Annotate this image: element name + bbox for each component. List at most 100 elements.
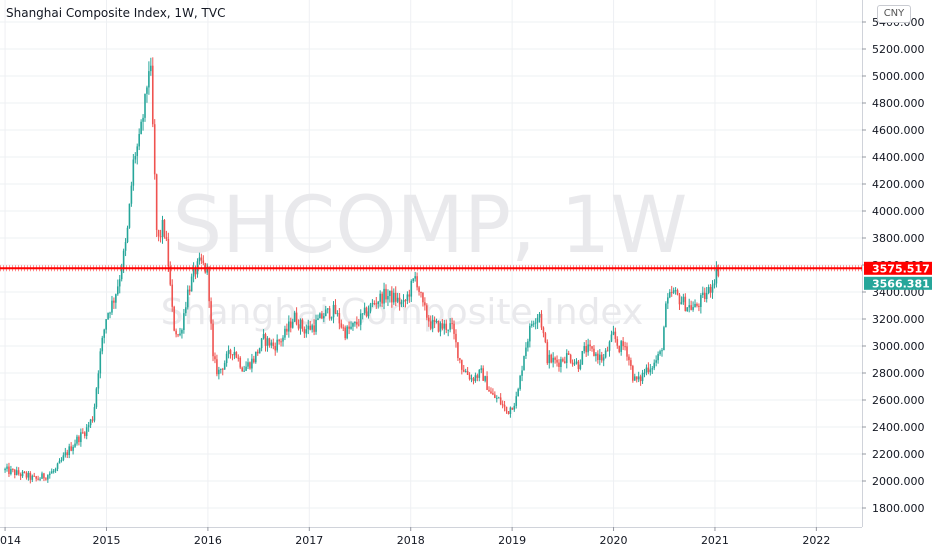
candle-body	[394, 292, 397, 302]
candle-body	[373, 303, 376, 305]
candle-body	[544, 333, 547, 343]
candle	[521, 365, 523, 382]
candle	[190, 273, 193, 292]
candle-body	[165, 236, 168, 240]
candle-body	[404, 300, 407, 302]
candle-body	[58, 460, 61, 464]
candle	[408, 289, 411, 303]
candle	[83, 431, 86, 439]
candle-body	[111, 300, 113, 313]
candle	[218, 366, 220, 380]
candle	[200, 253, 203, 265]
candle-body	[711, 285, 714, 293]
candle-body	[556, 359, 558, 363]
candle	[334, 299, 337, 315]
candle	[107, 312, 109, 321]
candle-body	[10, 469, 12, 474]
candle-body	[567, 353, 570, 355]
candle-body	[674, 290, 677, 292]
candle	[33, 472, 36, 477]
candle	[404, 299, 407, 308]
candle-body	[622, 341, 624, 347]
candle	[301, 318, 304, 332]
candle-body	[29, 472, 32, 480]
candle-body	[501, 404, 504, 406]
candle-body	[95, 388, 98, 408]
candle	[647, 362, 650, 375]
candle-body	[412, 278, 415, 282]
grid	[0, 0, 862, 527]
candle-body	[126, 227, 129, 243]
candle-body	[392, 292, 395, 303]
candle	[48, 471, 51, 479]
candle-body	[391, 290, 393, 303]
candle	[558, 359, 560, 372]
candle-body	[357, 324, 360, 326]
candle	[89, 418, 92, 428]
candle	[422, 292, 424, 307]
candle-body	[274, 345, 277, 351]
candle	[136, 143, 139, 165]
candle	[309, 320, 312, 331]
candle	[293, 310, 296, 323]
candle-body	[223, 363, 226, 370]
candle	[177, 333, 179, 338]
candle-body	[375, 303, 378, 305]
candle-body	[587, 344, 589, 353]
candle	[245, 361, 247, 372]
candle-body	[461, 360, 463, 370]
candle-body	[43, 473, 45, 479]
candle	[575, 358, 578, 365]
candle-body	[402, 300, 405, 303]
candle	[346, 325, 348, 340]
candle-body	[93, 407, 96, 421]
candle	[78, 435, 80, 446]
candle	[357, 318, 360, 327]
price-tick-label: 1800.000	[872, 502, 925, 515]
candle-body	[181, 329, 183, 334]
candle	[402, 294, 405, 307]
candle-body	[253, 358, 255, 363]
candle	[643, 368, 646, 378]
candle	[15, 466, 18, 476]
candle	[424, 297, 426, 311]
candle-body	[47, 475, 49, 480]
candle	[66, 449, 69, 458]
candle	[488, 386, 490, 392]
candle-body	[87, 425, 90, 428]
candle-body	[381, 293, 383, 304]
candle	[52, 468, 55, 474]
currency-badge[interactable]: CNY	[877, 5, 911, 23]
candle	[509, 406, 512, 418]
candle	[616, 336, 619, 349]
candle-body	[157, 229, 160, 237]
candle-body	[396, 297, 399, 302]
candle	[151, 57, 154, 128]
candle	[668, 289, 671, 299]
candle-body	[134, 155, 137, 160]
candle-body	[272, 342, 275, 346]
time-axis[interactable]: 014 2015 2016 2017 2018 2019 2020 2021 2022	[0, 527, 862, 547]
candle	[420, 291, 422, 298]
candle	[173, 305, 175, 332]
candle-body	[713, 283, 716, 286]
candle-body	[462, 369, 465, 372]
candle-body	[651, 368, 654, 370]
candle	[437, 320, 440, 333]
price-tick-label: 4600.000	[872, 124, 925, 137]
candle	[99, 348, 102, 379]
candle-body	[348, 326, 350, 329]
candle-body	[321, 313, 323, 319]
candle-body	[505, 406, 508, 412]
candle-body	[146, 87, 148, 94]
candle	[606, 346, 609, 352]
candle	[470, 374, 473, 383]
candle-body	[35, 476, 37, 479]
candle-body	[122, 250, 125, 270]
price-axis[interactable]: 1800.000 2000.000 2200.000 2400.000 2600.000…	[862, 0, 932, 550]
candle	[6, 463, 8, 472]
candle-body	[76, 436, 78, 444]
candle-body	[97, 373, 100, 389]
